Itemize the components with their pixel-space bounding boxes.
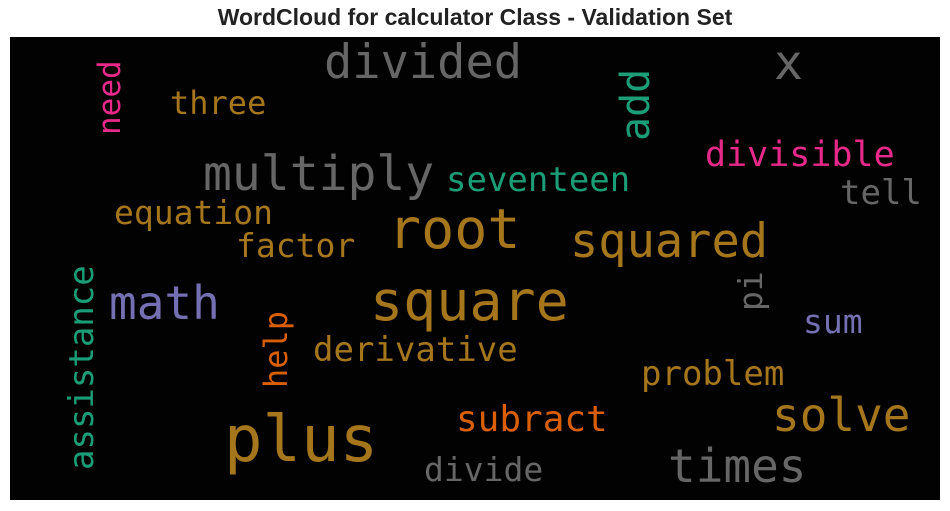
word-plus: plus [224,403,379,477]
word-derivative: derivative [313,330,518,370]
word-divisible: divisible [705,135,895,175]
word-divide: divide [424,450,544,489]
wordcloud-canvas: plus root square times solve squared multiply m… [10,37,940,500]
word-solve: solve [772,388,911,442]
word-help: help [257,310,295,388]
word-pi: pi [731,271,770,311]
word-tell: tell [840,173,922,213]
word-divided: divided [324,37,523,90]
word-root: root [388,197,521,261]
word-multiply: multiply [203,146,435,202]
word-problem: problem [641,354,785,394]
word-squared: squared [570,214,769,269]
word-times: times [668,439,807,493]
word-need: need [92,60,128,135]
word-add: add [613,68,659,141]
word-subract: subract [456,399,608,440]
word-seventeen: seventeen [446,160,631,200]
word-x: x [774,37,803,91]
word-factor: factor [236,226,356,265]
word-equation: equation [114,193,273,232]
word-assistance: assistance [62,265,102,470]
word-sum: sum [803,302,863,341]
word-three: three [170,84,267,122]
word-math: math [109,276,220,330]
chart-title: WordCloud for calculator Class - Validat… [217,4,733,30]
word-square: square [370,269,569,333]
